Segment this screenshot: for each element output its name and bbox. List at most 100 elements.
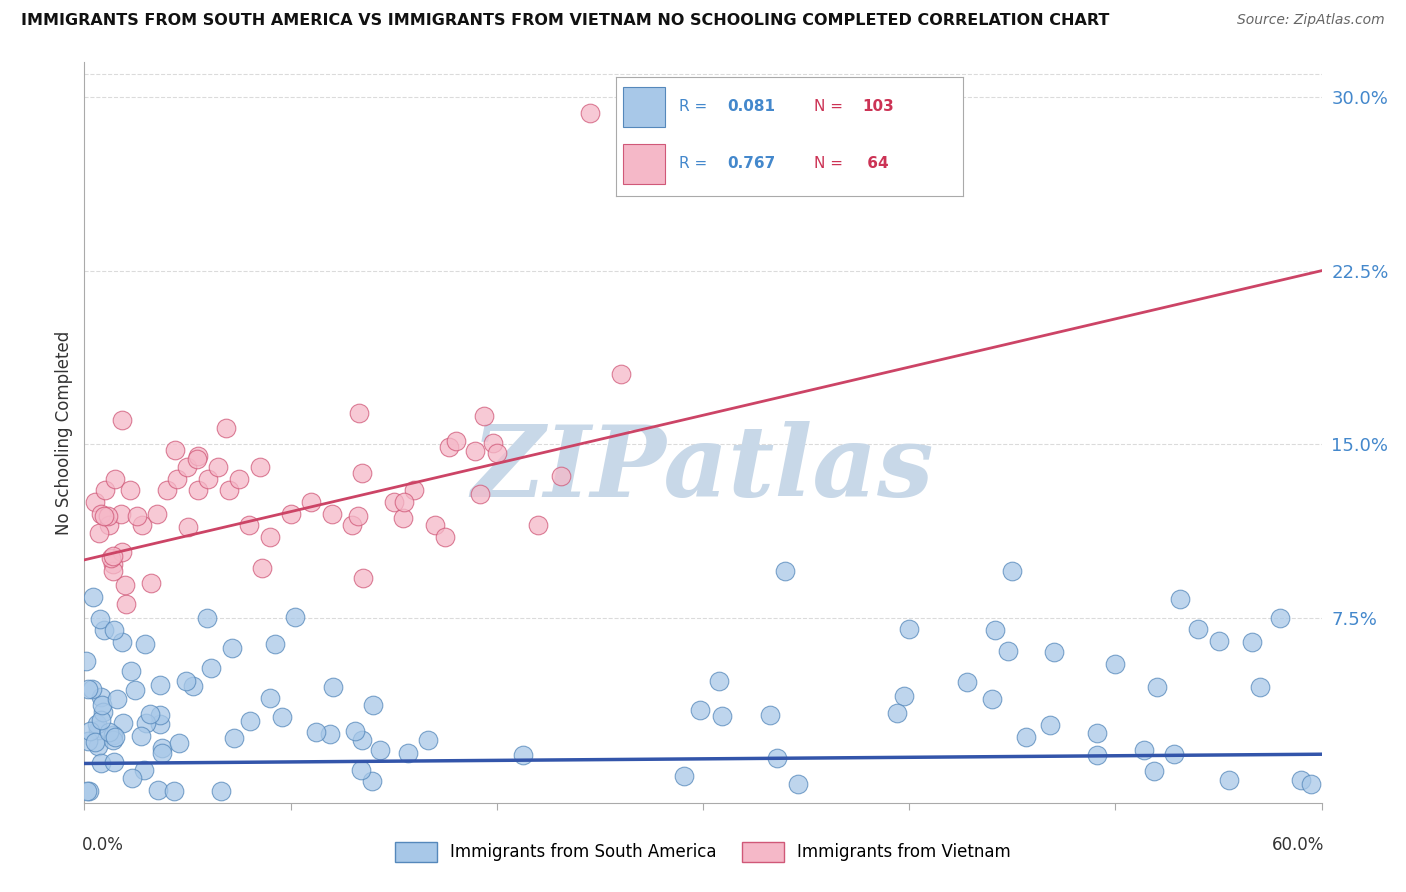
Point <box>150 747 173 761</box>
Point <box>997 644 1019 658</box>
Point <box>368 743 391 757</box>
Point <box>437 440 460 454</box>
Point <box>104 472 127 486</box>
Point <box>90 507 112 521</box>
Point <box>711 709 734 723</box>
Point <box>352 571 374 585</box>
Point <box>482 435 505 450</box>
Point <box>129 729 152 743</box>
Point <box>284 609 307 624</box>
Point <box>392 495 415 509</box>
Point <box>93 509 115 524</box>
Point <box>177 519 200 533</box>
Point <box>118 483 141 498</box>
Point <box>94 483 117 498</box>
Point <box>1208 633 1230 648</box>
Point <box>103 755 125 769</box>
Point <box>512 748 534 763</box>
Point <box>392 511 415 525</box>
Point <box>121 771 143 785</box>
Point <box>1270 611 1292 625</box>
Point <box>352 733 374 747</box>
Point <box>299 495 322 509</box>
Point <box>382 495 405 509</box>
Point <box>111 634 134 648</box>
Point <box>766 751 789 765</box>
Point <box>259 530 281 544</box>
Point <box>280 507 302 521</box>
Point <box>104 730 127 744</box>
Point <box>1163 747 1185 761</box>
Point <box>464 444 486 458</box>
Point <box>174 673 197 688</box>
Text: IMMIGRANTS FROM SOUTH AMERICA VS IMMIGRANTS FROM VIETNAM NO SCHOOLING COMPLETED : IMMIGRANTS FROM SOUTH AMERICA VS IMMIGRA… <box>21 13 1109 29</box>
Point <box>111 545 134 559</box>
Point <box>209 784 232 798</box>
Point <box>112 716 135 731</box>
Point <box>90 713 112 727</box>
Point <box>238 518 260 533</box>
Point <box>578 106 600 120</box>
Point <box>84 735 107 749</box>
Point <box>259 690 281 705</box>
Point <box>1133 742 1156 756</box>
Point <box>980 691 1002 706</box>
Point <box>89 612 111 626</box>
Point <box>156 483 179 498</box>
Point <box>110 507 132 521</box>
Point <box>87 739 110 753</box>
Point <box>416 732 439 747</box>
Point <box>322 680 344 694</box>
Point <box>527 518 550 533</box>
Point <box>79 784 101 798</box>
Point <box>214 420 236 434</box>
Point <box>101 558 124 572</box>
Point <box>152 741 174 756</box>
Point <box>1146 680 1168 694</box>
Point <box>132 764 155 778</box>
Point <box>169 736 191 750</box>
Text: 60.0%: 60.0% <box>1272 836 1324 855</box>
Point <box>139 576 162 591</box>
Point <box>134 637 156 651</box>
Point <box>609 367 631 381</box>
Point <box>346 508 368 523</box>
Point <box>91 705 114 719</box>
Point <box>163 443 186 458</box>
Point <box>125 508 148 523</box>
Point <box>472 409 495 424</box>
Point <box>707 674 730 689</box>
Point <box>956 674 979 689</box>
Point <box>187 483 209 498</box>
Point <box>101 549 124 564</box>
Point <box>347 406 370 420</box>
Point <box>434 530 457 544</box>
Point <box>138 706 160 721</box>
Point <box>75 654 97 668</box>
Point <box>87 723 110 737</box>
Point <box>361 774 384 789</box>
Point <box>82 590 104 604</box>
Point <box>135 715 157 730</box>
Point <box>1143 764 1166 778</box>
Point <box>120 665 142 679</box>
Point <box>1218 772 1240 787</box>
Point <box>145 507 167 521</box>
Point <box>305 725 328 739</box>
Point <box>90 690 112 704</box>
Point <box>775 565 797 579</box>
Point <box>200 661 222 675</box>
Point <box>1087 748 1109 763</box>
Point <box>98 725 121 739</box>
Point <box>1187 622 1209 636</box>
Point <box>893 689 915 703</box>
Legend: Immigrants from South America, Immigrants from Vietnam: Immigrants from South America, Immigrant… <box>388 835 1018 869</box>
Point <box>758 707 780 722</box>
Y-axis label: No Schooling Completed: No Schooling Completed <box>55 331 73 534</box>
Point <box>1039 717 1062 731</box>
Point <box>1085 726 1108 740</box>
Point <box>222 731 245 745</box>
Point <box>787 777 810 791</box>
Point <box>124 683 146 698</box>
Point <box>181 679 204 693</box>
